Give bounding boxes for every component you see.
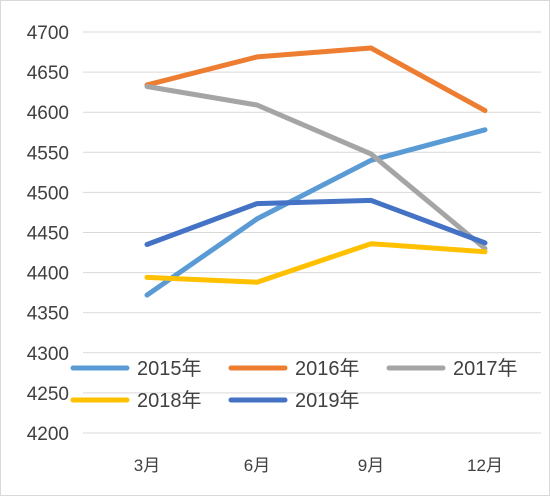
- legend-item: 2018年: [70, 389, 202, 412]
- y-tick-label: 4450: [27, 224, 69, 245]
- series-line-2015年: [144, 127, 488, 298]
- y-tick-label: 4600: [27, 103, 69, 124]
- series-line-2016年: [144, 45, 488, 114]
- y-tick-label: 4200: [27, 424, 69, 445]
- x-tick-label: 3月: [134, 456, 160, 475]
- y-tick-label: 4300: [27, 344, 69, 365]
- series-lines: [144, 45, 488, 298]
- y-tick-label: 4400: [27, 264, 69, 285]
- legend-label: 2016年: [295, 357, 360, 380]
- y-tick-label: 4700: [27, 23, 69, 44]
- gridlines: [83, 31, 541, 434]
- x-tick-label: 9月: [358, 456, 384, 475]
- legend-item: 2019年: [228, 389, 360, 412]
- y-tick-label: 4500: [27, 183, 69, 204]
- series-line-2018年: [144, 241, 488, 285]
- legend-label: 2019年: [295, 389, 360, 412]
- legend-item: 2017年: [386, 357, 518, 380]
- legend-item: 2015年: [70, 357, 202, 380]
- y-tick-label: 4350: [27, 304, 69, 325]
- x-axis-ticks: 3月 6月 9月 12月: [134, 456, 503, 475]
- y-tick-label: 4650: [27, 63, 69, 84]
- x-tick-label: 12月: [467, 456, 503, 475]
- legend-label: 2018年: [137, 389, 202, 412]
- series-line-2019年: [144, 197, 488, 247]
- legend: 2015年 2016年 2017年 2018年 2019年: [70, 357, 518, 412]
- x-tick-label: 6月: [244, 456, 270, 475]
- y-tick-label: 4550: [27, 143, 69, 164]
- legend-label: 2017年: [453, 357, 518, 380]
- series-line-2017年: [144, 84, 488, 251]
- y-tick-label: 4250: [27, 384, 69, 405]
- legend-item: 2016年: [228, 357, 360, 380]
- legend-label: 2015年: [137, 357, 202, 380]
- y-axis-ticks: 4200 4250 4300 4350 4400 4450 4500 4550 4600 4650…: [27, 23, 69, 445]
